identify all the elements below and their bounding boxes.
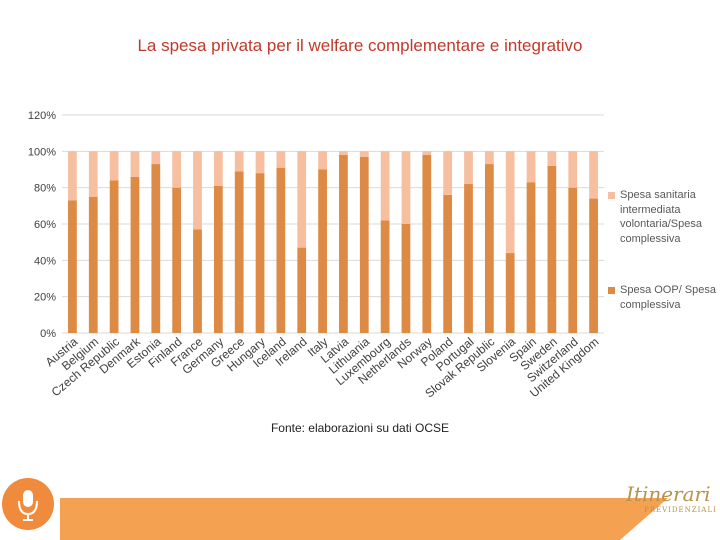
- bar-vol: [443, 151, 453, 195]
- bar-oop: [68, 200, 77, 333]
- bar-vol: [130, 151, 140, 177]
- source-note: Fonte: elaborazioni su dati OCSE: [270, 421, 450, 435]
- bar-oop: [547, 165, 557, 333]
- bar-oop: [88, 196, 98, 333]
- y-tick-label: 40%: [34, 255, 56, 267]
- brand-logo: Itinerari PREVIDENZIALI: [624, 482, 717, 522]
- bar-vol: [88, 151, 98, 197]
- legend-label-oop: Spesa OOP/ Spesa complessiva: [620, 284, 716, 311]
- legend-label-vol: Spesa sanitaria intermediata volontaria/…: [620, 189, 702, 245]
- legend-swatch-vol: [608, 192, 615, 199]
- bar-vol: [193, 151, 202, 230]
- bar-oop: [318, 169, 327, 333]
- y-tick-label: 60%: [34, 219, 56, 231]
- y-tick-label: 0%: [40, 328, 56, 340]
- bar-oop: [234, 171, 244, 333]
- bar-vol: [339, 151, 348, 155]
- bar-oop: [297, 247, 307, 333]
- bar-oop: [130, 176, 140, 333]
- bar-oop: [505, 253, 515, 333]
- bar-oop: [276, 167, 286, 333]
- bar-vol: [255, 151, 265, 174]
- bar-vol: [234, 151, 244, 172]
- bar-oop: [526, 182, 536, 333]
- bar-vol: [359, 151, 369, 157]
- bar-oop: [464, 184, 473, 333]
- bar-vol: [484, 151, 494, 165]
- bar-oop: [359, 156, 369, 333]
- bar-oop: [151, 164, 161, 333]
- bar-vol: [401, 151, 411, 224]
- microphone-icon: [18, 490, 38, 521]
- bar-oop: [193, 229, 202, 333]
- logo-subtext: PREVIDENZIALI: [644, 506, 717, 514]
- bar-vol: [213, 151, 223, 186]
- y-tick-label: 20%: [34, 292, 56, 304]
- bar-vol: [68, 151, 77, 201]
- bar-vol: [422, 151, 432, 155]
- bar-oop: [443, 194, 453, 333]
- bar-oop: [172, 187, 182, 333]
- y-axis-ticks: 0% 20% 40% 60% 80% 100% 120%: [28, 110, 56, 340]
- y-tick-label: 80%: [34, 183, 56, 195]
- legend-swatch-oop: [608, 287, 615, 294]
- bar-vol: [109, 151, 119, 181]
- bar-vol: [276, 151, 286, 168]
- bar-vol: [151, 151, 161, 165]
- bar-oop: [109, 180, 119, 333]
- bar-oop: [568, 187, 578, 333]
- bar-vol: [318, 151, 327, 170]
- bar-oop: [339, 154, 348, 333]
- bar-vol: [526, 151, 536, 183]
- bars: [68, 151, 598, 333]
- bar-oop: [401, 224, 411, 333]
- bar-oop: [213, 185, 223, 333]
- chart-title: La spesa privata per il welfare compleme…: [137, 36, 583, 55]
- bar-oop: [255, 173, 265, 333]
- bar-oop: [589, 198, 598, 333]
- bar-vol: [380, 151, 390, 221]
- bar-vol: [589, 151, 598, 199]
- bar-vol: [505, 151, 515, 254]
- logo-text: Itinerari: [626, 482, 711, 506]
- bar-oop: [422, 154, 432, 333]
- bar-oop: [380, 220, 390, 333]
- bar-vol: [568, 151, 578, 188]
- bar-vol: [547, 151, 557, 166]
- y-tick-label: 100%: [28, 146, 56, 158]
- bar-vol: [172, 151, 182, 188]
- bar-vol: [464, 151, 473, 185]
- bar-vol: [297, 151, 307, 248]
- bar-oop: [484, 164, 494, 333]
- footer-bar: [60, 498, 668, 540]
- y-tick-label: 120%: [28, 110, 56, 122]
